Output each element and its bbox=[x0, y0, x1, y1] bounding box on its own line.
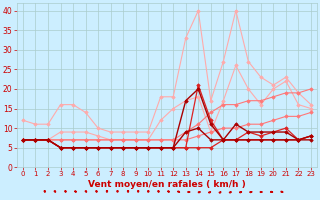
X-axis label: Vent moyen/en rafales ( km/h ): Vent moyen/en rafales ( km/h ) bbox=[88, 180, 246, 189]
